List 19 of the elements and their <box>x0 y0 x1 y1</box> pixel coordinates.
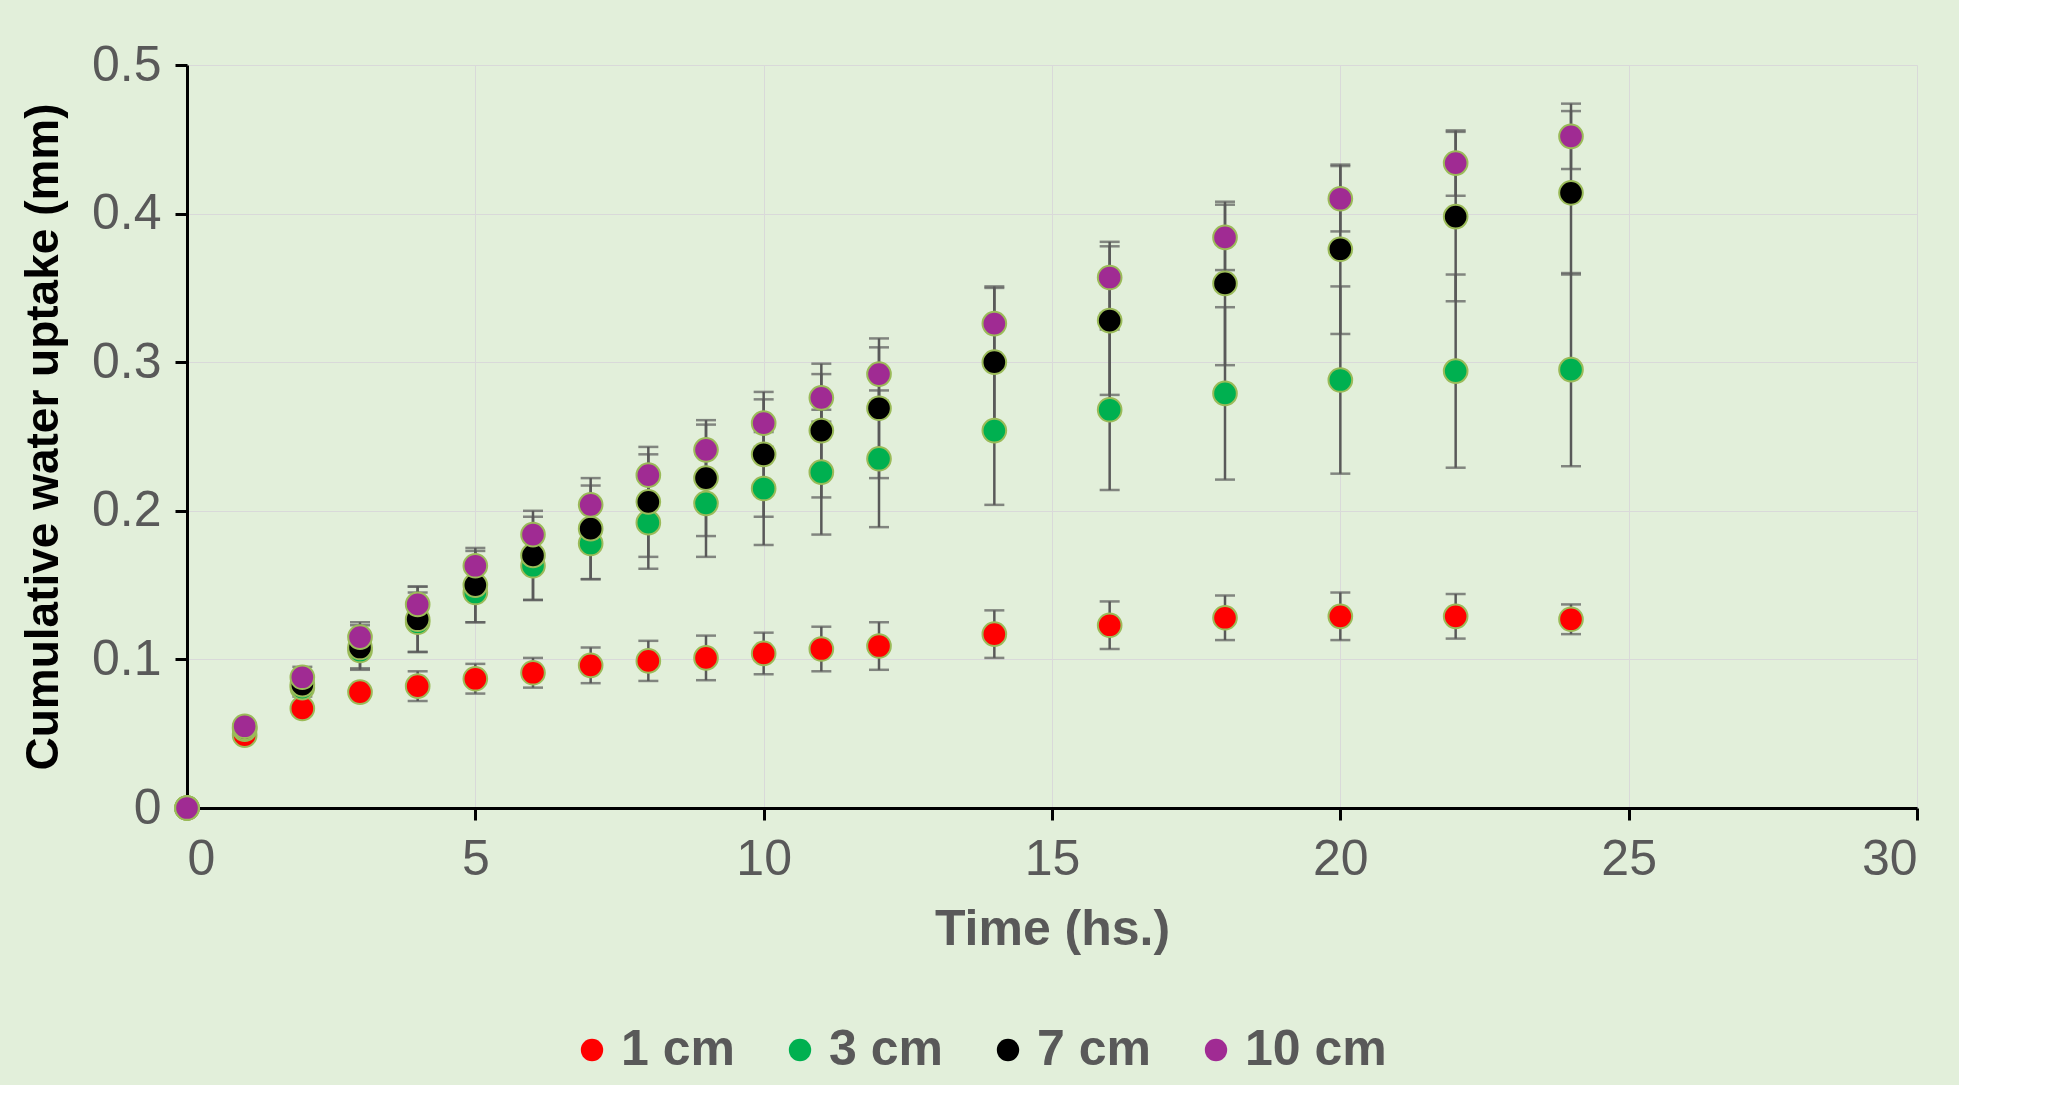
legend-label: 3 cm <box>829 1020 943 1076</box>
y-tick-label: 0.4 <box>91 184 162 241</box>
y-tick-label: 0.5 <box>91 35 162 92</box>
x-tick-label: 15 <box>1024 829 1081 886</box>
y-tick-label: 0.2 <box>91 481 162 538</box>
legend-label: 7 cm <box>1037 1020 1151 1076</box>
y-tick-label: 0.1 <box>91 629 162 686</box>
legend-label: 10 cm <box>1245 1020 1387 1076</box>
x-tick-label: 5 <box>461 829 490 886</box>
x-tick-label: 10 <box>736 829 792 886</box>
x-tick-label: 0 <box>187 829 216 886</box>
x-tick-label: 30 <box>1861 829 1918 886</box>
legend-label: 1 cm <box>621 1020 735 1076</box>
y-axis-title: Cumulative water uptake (mm) <box>15 103 68 771</box>
x-tick-label: 20 <box>1313 829 1369 886</box>
y-tick-label: 0 <box>133 778 162 835</box>
x-axis-title: Time (hs.) <box>934 899 1171 956</box>
y-tick-label: 0.3 <box>91 332 162 389</box>
x-tick-label: 25 <box>1601 829 1657 886</box>
